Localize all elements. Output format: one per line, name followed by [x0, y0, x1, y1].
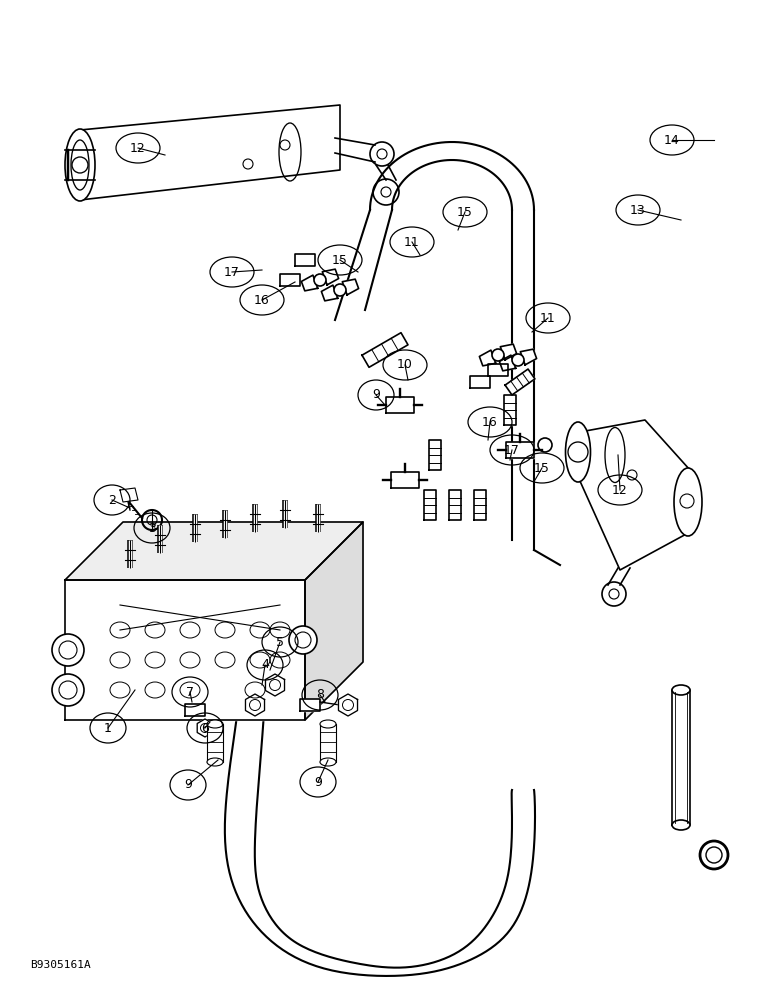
Ellipse shape: [672, 685, 690, 695]
Polygon shape: [245, 694, 265, 716]
Text: 17: 17: [504, 444, 520, 456]
Polygon shape: [80, 105, 340, 200]
Polygon shape: [305, 522, 363, 720]
Circle shape: [289, 626, 317, 654]
Text: 1: 1: [104, 722, 112, 734]
Circle shape: [52, 634, 84, 666]
Polygon shape: [386, 397, 414, 413]
Circle shape: [512, 354, 524, 366]
Polygon shape: [500, 344, 516, 360]
Polygon shape: [342, 279, 359, 295]
Polygon shape: [362, 333, 408, 367]
Polygon shape: [391, 472, 419, 488]
Text: 4: 4: [261, 658, 269, 672]
Circle shape: [334, 284, 346, 296]
Polygon shape: [504, 395, 516, 425]
Text: 11: 11: [404, 235, 420, 248]
Polygon shape: [322, 269, 339, 285]
Text: 15: 15: [534, 462, 550, 475]
Text: 9: 9: [184, 778, 192, 792]
Polygon shape: [321, 285, 337, 301]
Polygon shape: [65, 580, 305, 720]
Polygon shape: [266, 674, 285, 696]
Text: 5: 5: [276, 636, 284, 648]
Polygon shape: [300, 699, 320, 711]
Text: 11: 11: [540, 312, 556, 324]
Ellipse shape: [674, 468, 702, 536]
Text: 6: 6: [201, 722, 209, 734]
Text: 15: 15: [457, 206, 473, 219]
Polygon shape: [672, 690, 690, 825]
Ellipse shape: [71, 140, 89, 190]
Polygon shape: [338, 694, 357, 716]
Text: 8: 8: [316, 688, 324, 702]
Polygon shape: [470, 376, 490, 388]
Polygon shape: [429, 440, 441, 470]
Text: 16: 16: [254, 294, 270, 306]
Polygon shape: [185, 704, 205, 716]
Ellipse shape: [207, 758, 223, 766]
Polygon shape: [499, 355, 516, 371]
Polygon shape: [320, 724, 336, 762]
Polygon shape: [474, 490, 486, 520]
Text: 14: 14: [664, 133, 680, 146]
Polygon shape: [520, 349, 537, 365]
Polygon shape: [120, 488, 138, 502]
Polygon shape: [424, 490, 436, 520]
Circle shape: [314, 274, 326, 286]
Text: 3: 3: [148, 522, 156, 534]
Text: 12: 12: [612, 484, 628, 496]
Ellipse shape: [320, 758, 336, 766]
Polygon shape: [301, 275, 318, 291]
Polygon shape: [197, 719, 213, 737]
Polygon shape: [506, 442, 534, 458]
Text: 10: 10: [397, 359, 413, 371]
Text: 7: 7: [186, 686, 194, 698]
Polygon shape: [280, 274, 300, 286]
Ellipse shape: [65, 129, 95, 201]
Polygon shape: [505, 369, 535, 395]
Polygon shape: [295, 254, 315, 266]
Ellipse shape: [566, 422, 591, 482]
Text: 16: 16: [482, 416, 498, 428]
Ellipse shape: [672, 820, 690, 830]
Circle shape: [492, 349, 504, 361]
Polygon shape: [479, 350, 496, 366]
Text: 13: 13: [630, 204, 646, 217]
Polygon shape: [207, 724, 223, 762]
Ellipse shape: [207, 720, 223, 728]
Text: 2: 2: [108, 493, 116, 506]
Text: 9: 9: [372, 388, 380, 401]
Polygon shape: [575, 420, 690, 570]
Polygon shape: [488, 364, 508, 376]
Circle shape: [52, 674, 84, 706]
Text: B9305161A: B9305161A: [30, 960, 91, 970]
Text: 17: 17: [224, 265, 240, 278]
Ellipse shape: [320, 720, 336, 728]
Polygon shape: [65, 522, 363, 580]
Text: 12: 12: [130, 141, 146, 154]
Text: 9: 9: [314, 776, 322, 788]
Text: 15: 15: [332, 253, 348, 266]
Polygon shape: [449, 490, 461, 520]
